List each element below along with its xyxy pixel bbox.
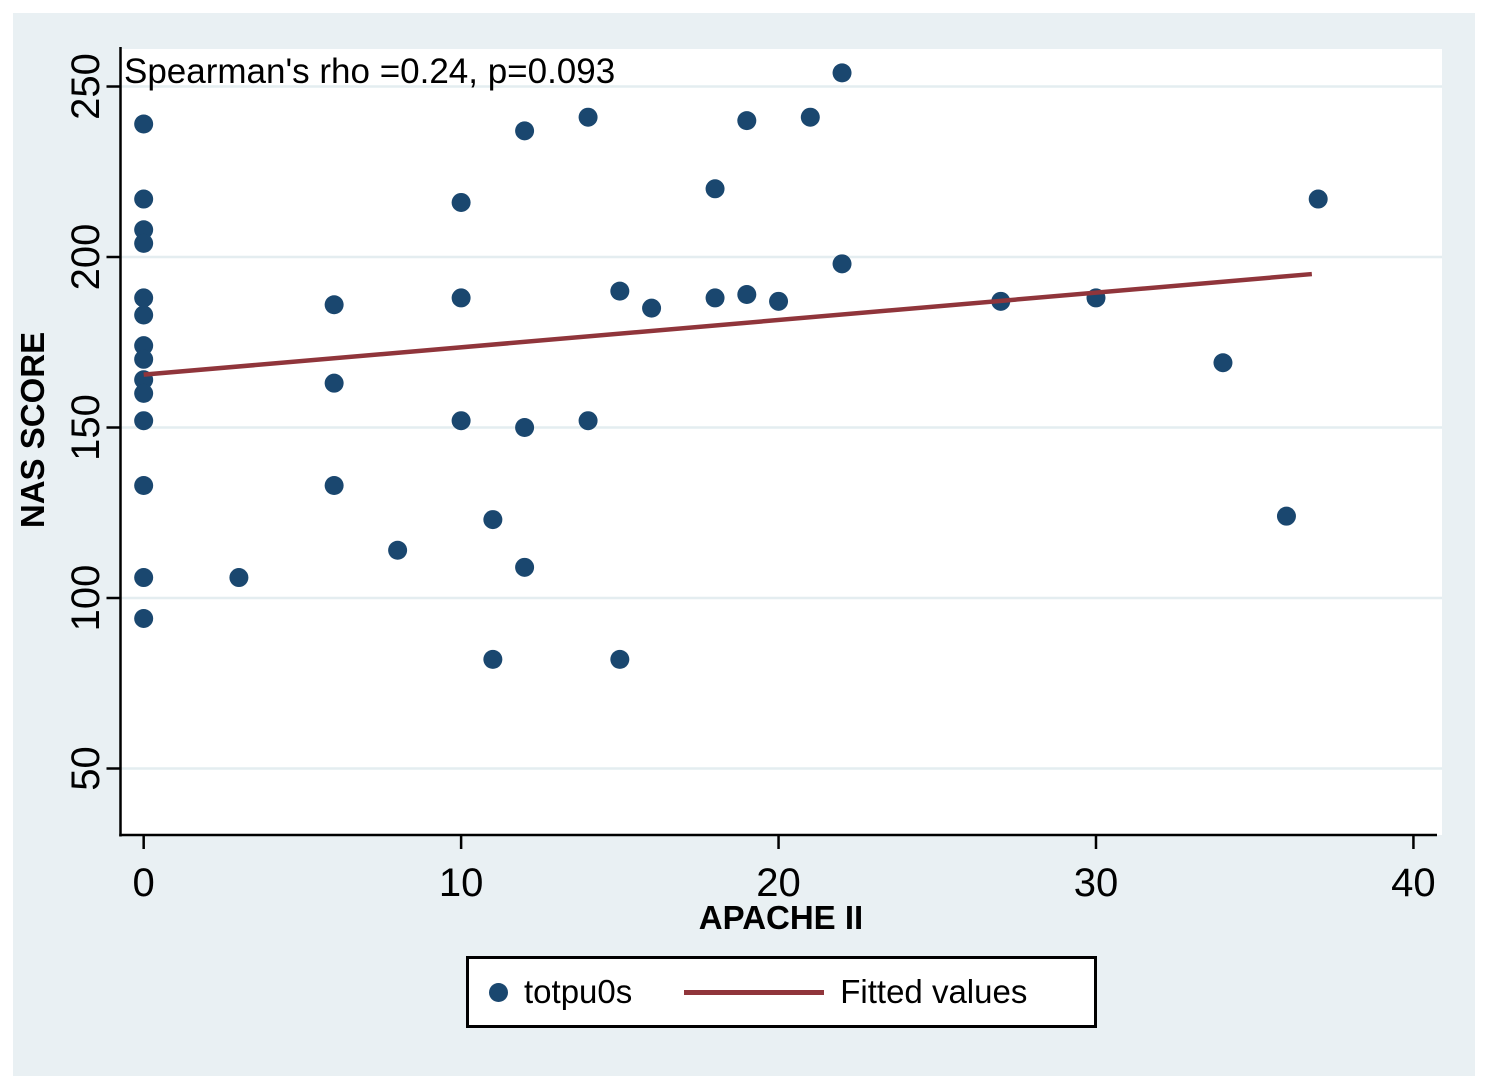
y-tick-label-200: 200 <box>64 224 108 291</box>
legend-label-fitted-values: Fitted values <box>840 973 1028 1010</box>
scatter-point <box>705 179 725 199</box>
legend-item-totpu0s: totpu0s <box>489 973 632 1011</box>
x-tick-label-30: 30 <box>1074 861 1119 905</box>
scatter-point <box>737 111 757 131</box>
scatter-point <box>134 349 154 369</box>
scatter-point <box>515 418 535 438</box>
scatter-point <box>705 288 725 308</box>
scatter-point <box>134 233 154 253</box>
scatter-point <box>134 114 154 134</box>
scatter-point <box>229 568 249 588</box>
legend-item-fitted-values: Fitted values <box>684 973 1027 1011</box>
legend: totpu0s Fitted values <box>466 956 1097 1028</box>
scatter-point <box>134 383 154 403</box>
scatter-point <box>134 305 154 325</box>
scatter-point <box>134 220 154 240</box>
scatter-point <box>642 298 662 318</box>
x-axis-title: APACHE II <box>698 899 864 936</box>
scatter-point <box>324 475 344 495</box>
scatter-point <box>451 192 471 212</box>
x-tick-label-0: 0 <box>133 861 155 905</box>
scatter-point <box>324 295 344 315</box>
annotation-spearman: Spearman's rho =0.24, p=0.093 <box>124 52 616 91</box>
scatter-point <box>737 285 757 305</box>
scatter-point <box>134 189 154 209</box>
scatter-point <box>134 475 154 495</box>
scatter-point <box>1308 189 1328 209</box>
fitted-line-swatch <box>684 989 825 995</box>
scatter-point <box>134 336 154 356</box>
y-tick-label-250: 250 <box>64 53 108 120</box>
scatter-point <box>134 411 154 431</box>
scatter-point <box>134 568 154 588</box>
scatter-point <box>324 373 344 393</box>
scatter-point <box>800 107 820 127</box>
fitted-line <box>143 271 1313 377</box>
scatter-point <box>134 608 154 628</box>
y-tick-label-150: 150 <box>64 394 108 461</box>
y-axis-title: NAS SCORE <box>14 331 51 529</box>
scatter-point <box>515 121 535 141</box>
y-tick-label-50: 50 <box>64 746 108 791</box>
scatter-point <box>515 557 535 577</box>
scatter-point <box>832 63 852 83</box>
scatter-point <box>451 288 471 308</box>
scatter-point <box>483 649 503 669</box>
scatter-point <box>832 254 852 274</box>
scatter-point <box>388 540 408 560</box>
scatter-marker-swatch <box>489 982 508 1002</box>
scatter-point <box>610 649 630 669</box>
scatter-point <box>769 291 789 311</box>
scatter-point <box>578 411 598 431</box>
scatter-point <box>134 288 154 308</box>
scatter-point <box>610 281 630 301</box>
scatter-point <box>1213 353 1233 373</box>
scatter-point <box>578 107 598 127</box>
x-tick-label-20: 20 <box>756 861 801 905</box>
x-tick-label-10: 10 <box>439 861 484 905</box>
scatter-point <box>483 510 503 530</box>
scatter-point <box>1276 506 1296 526</box>
legend-label-totpu0s: totpu0s <box>524 973 633 1010</box>
plot-area <box>120 49 1442 835</box>
y-tick-label-100: 100 <box>64 565 108 632</box>
scatter-point <box>451 411 471 431</box>
x-tick-label-40: 40 <box>1391 861 1436 905</box>
